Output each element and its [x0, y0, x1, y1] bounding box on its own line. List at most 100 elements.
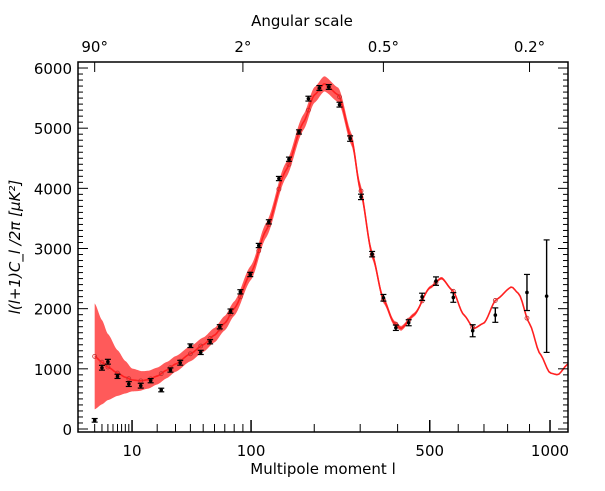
y-tick-label: 2000 — [34, 301, 72, 319]
data-point — [419, 292, 426, 304]
data-marker — [451, 295, 456, 300]
data-point — [147, 376, 154, 384]
data-points-layer — [91, 83, 550, 423]
data-point — [197, 343, 204, 356]
data-point — [369, 250, 376, 258]
data-marker — [106, 359, 110, 364]
data-marker — [217, 324, 222, 329]
data-marker — [287, 157, 291, 162]
data-point — [275, 175, 282, 192]
data-marker — [248, 272, 253, 277]
data-point — [227, 308, 234, 317]
y-tick-label: 0 — [62, 421, 72, 439]
data-marker — [208, 339, 212, 344]
data-marker — [238, 290, 243, 294]
data-point — [380, 293, 387, 303]
data-marker — [394, 325, 398, 330]
data-marker — [100, 365, 104, 370]
data-marker — [92, 418, 97, 423]
data-marker — [188, 343, 193, 348]
x-tick-label: 10 — [122, 442, 141, 460]
top-tick-label: 90° — [81, 38, 108, 56]
data-marker — [493, 313, 498, 317]
y-tick-label: 1000 — [34, 361, 72, 379]
data-marker — [326, 85, 331, 89]
data-marker — [470, 328, 475, 333]
data-point — [265, 219, 272, 228]
data-point — [325, 83, 332, 90]
data-marker — [256, 243, 261, 248]
y-tick-label: 4000 — [34, 180, 72, 198]
data-point — [114, 370, 121, 380]
top-tick-label: 0.2° — [514, 38, 545, 56]
data-marker — [348, 136, 352, 141]
model-binned-marker — [358, 188, 364, 194]
model-binned-marker — [492, 298, 498, 303]
data-point — [305, 95, 312, 113]
data-marker — [228, 309, 233, 313]
data-marker — [525, 290, 529, 295]
data-point — [98, 359, 105, 371]
data-point — [158, 371, 165, 393]
model-binned-marker — [92, 353, 98, 359]
data-marker — [297, 130, 301, 134]
data-point — [432, 276, 439, 286]
y-axis-title: l(l+1)C_l /2π [μK²] — [6, 180, 25, 315]
data-marker — [277, 176, 281, 181]
model-binned-marker — [337, 94, 342, 100]
data-marker — [370, 252, 374, 256]
model-binned-marker — [105, 364, 111, 370]
data-marker — [168, 368, 173, 372]
data-point — [336, 94, 343, 108]
data-point — [285, 156, 292, 167]
data-point — [91, 353, 98, 423]
data-point — [137, 378, 144, 389]
data-point — [167, 365, 174, 373]
data-point — [237, 289, 244, 300]
x-tick-label: 500 — [415, 442, 444, 460]
model-binned-marker — [286, 161, 292, 167]
cosmic-variance-band — [94, 76, 569, 410]
data-marker — [337, 102, 342, 107]
data-point — [469, 324, 476, 338]
cosmic-variance-band-layer — [94, 76, 569, 410]
x-axis-title: Multipole moment l — [250, 460, 395, 478]
data-point — [207, 336, 214, 345]
y-tick-label: 6000 — [34, 60, 72, 78]
model-binned-marker — [276, 186, 282, 192]
model-binned-marker — [524, 315, 530, 321]
data-marker — [544, 294, 549, 298]
x-tick-label: 100 — [237, 442, 266, 460]
data-marker — [126, 382, 131, 386]
data-point — [104, 358, 111, 370]
data-point — [492, 298, 499, 323]
data-point — [177, 358, 184, 366]
model-binned-marker — [198, 343, 204, 349]
model-curve — [94, 83, 569, 382]
data-point — [255, 242, 262, 254]
axes-layer: 0 1000 2000 3000 4000 5000 6000 10 100 500 1000 90°… — [34, 38, 569, 460]
data-point — [295, 129, 302, 135]
top-tick-label: 2° — [234, 38, 251, 56]
data-marker — [198, 350, 203, 355]
model-binned-marker — [256, 248, 262, 254]
data-marker — [406, 320, 411, 325]
model-curve-layer — [94, 83, 569, 382]
data-marker — [434, 279, 438, 283]
data-point — [316, 84, 323, 92]
data-marker — [115, 374, 120, 379]
y-tick-label: 3000 — [34, 241, 72, 259]
data-marker — [178, 360, 183, 365]
data-point — [187, 343, 194, 357]
data-marker — [420, 295, 424, 299]
data-point — [216, 324, 223, 332]
model-binned-marker — [187, 351, 193, 357]
data-point — [523, 273, 530, 321]
data-point — [347, 133, 354, 142]
data-marker — [159, 388, 164, 392]
data-point — [543, 239, 550, 354]
data-marker — [306, 96, 311, 101]
data-point — [247, 271, 254, 278]
data-point — [357, 188, 364, 201]
